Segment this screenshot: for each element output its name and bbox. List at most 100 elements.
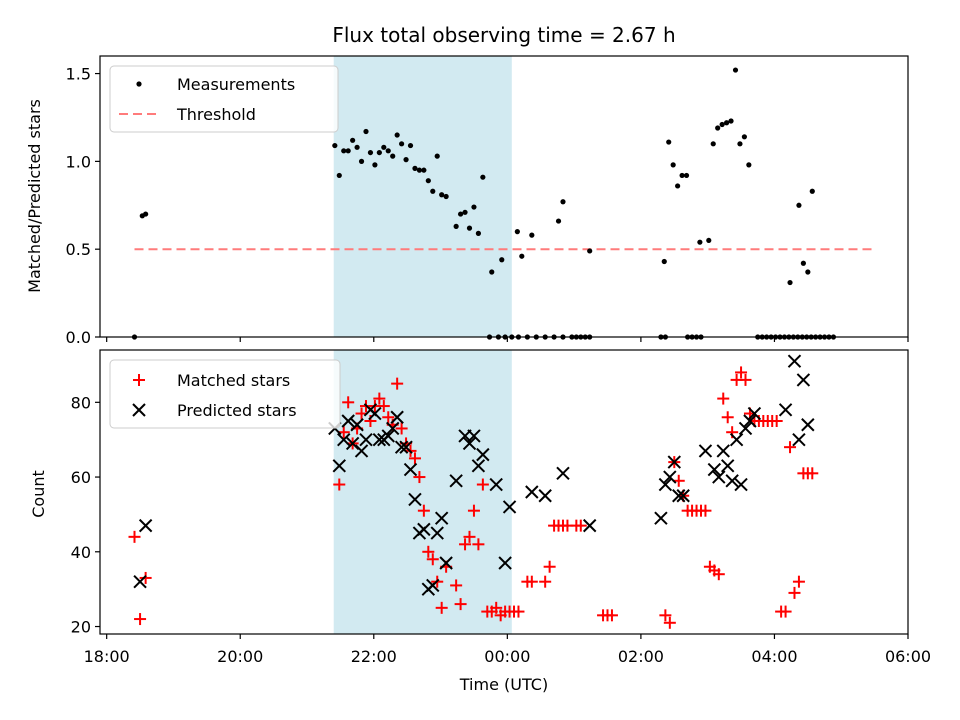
predicted-point	[476, 447, 490, 462]
measurement-point	[434, 153, 440, 159]
matched-point	[663, 616, 676, 629]
predicted-point	[787, 354, 802, 368]
matched-point	[525, 575, 538, 588]
legend-marker-measurements	[136, 81, 142, 87]
predicted-point	[408, 492, 422, 507]
matched-point	[788, 586, 801, 599]
measurement-point	[809, 188, 815, 194]
matched-point	[574, 519, 587, 532]
matched-point	[342, 396, 355, 409]
matched-point	[717, 392, 730, 405]
predicted-point	[332, 459, 346, 473]
predicted-point	[716, 444, 730, 458]
y-tick-label: 40	[71, 543, 91, 562]
measurement-point	[358, 158, 365, 164]
y-tick-label: 1.0	[66, 152, 91, 171]
predicted-point	[734, 477, 748, 492]
measurement-point	[723, 120, 730, 126]
measurement-point	[587, 248, 593, 254]
legend-label-matched: Matched stars	[177, 371, 290, 390]
measurement-point	[425, 178, 431, 184]
measurement-point	[430, 188, 436, 194]
measurement-point	[407, 142, 414, 149]
x-tick-label: 20:00	[217, 647, 263, 666]
matched-point	[413, 471, 426, 484]
measurement-point	[715, 125, 721, 131]
measurement-point	[354, 144, 360, 150]
legend-label-threshold: Threshold	[176, 105, 256, 124]
measurement-point	[385, 148, 391, 154]
matched-point	[408, 452, 421, 465]
measurement-point	[345, 148, 351, 154]
matched-point	[422, 545, 435, 558]
matched-point	[417, 504, 430, 517]
predicted-point	[725, 474, 739, 488]
matched-point	[435, 601, 448, 614]
measurement-point	[732, 67, 739, 73]
predicted-point	[354, 444, 369, 458]
measurement-point	[805, 269, 811, 275]
measurement-point	[529, 232, 535, 238]
predicted-point	[381, 429, 395, 443]
chart-title: Flux total observing time = 2.67 h	[332, 23, 675, 47]
bottom-axes-frame	[99, 349, 909, 635]
matched-point	[333, 478, 346, 491]
matched-point	[139, 571, 152, 584]
predicted-point	[498, 556, 512, 570]
matched-point	[605, 609, 618, 622]
measurement-point	[376, 149, 382, 156]
top-x-ticks	[106, 337, 909, 342]
measurement-point	[741, 134, 747, 140]
measurement-point	[421, 167, 427, 173]
bottom-legend-box	[109, 359, 341, 429]
predicted-point	[667, 455, 681, 469]
matched-point	[539, 575, 552, 588]
measurement-point	[416, 167, 423, 173]
predicted-point	[368, 406, 382, 421]
legend-label-predicted: Predicted stars	[177, 401, 297, 420]
matched-point	[134, 613, 147, 626]
y-tick-label: 20	[71, 618, 91, 637]
measurement-point	[403, 157, 409, 163]
x-tick-label: 18:00	[84, 647, 130, 666]
measurement-point	[412, 165, 418, 171]
predicted-point	[676, 489, 690, 503]
predicted-point	[449, 474, 463, 488]
measurement-point	[381, 144, 387, 150]
predicted-point	[792, 432, 806, 447]
predicted-point	[403, 462, 418, 477]
matched-point	[735, 366, 748, 379]
measurement-point	[675, 183, 681, 189]
measurement-point	[706, 237, 712, 244]
measurement-point	[489, 269, 495, 275]
matched-point	[770, 415, 783, 427]
predicted-point	[133, 574, 147, 589]
matched-point	[792, 575, 805, 588]
measurement-point	[363, 128, 369, 135]
predicted-point	[698, 444, 713, 458]
y-tick-label: 80	[71, 393, 91, 412]
bottom-y-axis: 20 40 60 80	[71, 393, 100, 637]
measurement-point	[332, 142, 338, 149]
predicted-point	[556, 466, 570, 481]
matched-point	[490, 601, 503, 614]
predicted-point	[394, 440, 409, 454]
top-panel: 0.0 0.5 1.0 1.5 Matched/Predicted stars Mea…	[25, 55, 909, 347]
measurement-point	[475, 230, 482, 236]
measurement-point	[519, 253, 525, 259]
measurement-point	[471, 204, 477, 210]
matched-point	[721, 411, 734, 424]
measurement-point	[350, 137, 356, 143]
predicted-point	[712, 470, 726, 484]
predicted-point	[538, 489, 552, 503]
measurement-point	[746, 162, 752, 168]
top-legend-box	[109, 65, 339, 133]
predicted-stars-series	[133, 354, 815, 596]
predicted-point	[738, 421, 753, 436]
y-tick-label: 0.0	[66, 328, 91, 347]
y-tick-label: 1.5	[66, 65, 91, 84]
predicted-point	[430, 526, 444, 540]
measurement-point	[399, 141, 405, 147]
measurement-point	[394, 132, 400, 138]
